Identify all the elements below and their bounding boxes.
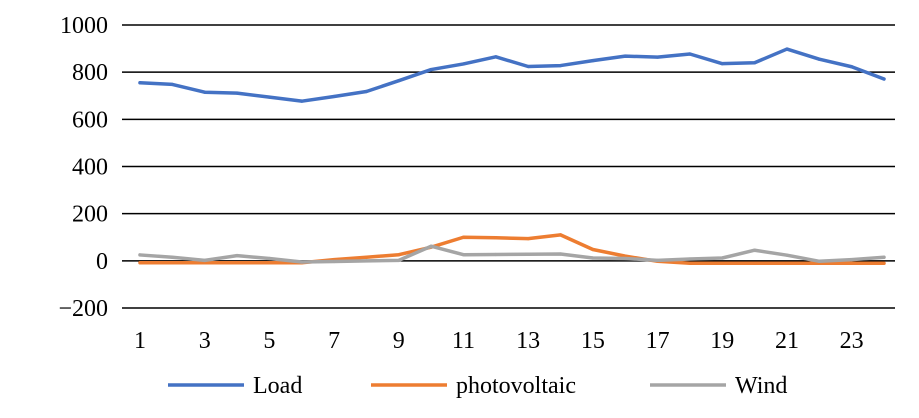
x-tick-label: 11 (452, 328, 475, 354)
y-axis-ticks: 1000 800 600 400 200 0 −200 (58, 13, 108, 322)
x-tick-label: 19 (710, 328, 734, 354)
data-point (397, 258, 401, 262)
data-point (720, 62, 724, 66)
data-point (623, 256, 627, 261)
data-point (591, 59, 595, 63)
data-point (526, 252, 530, 256)
data-point (688, 52, 692, 56)
data-point (235, 254, 239, 258)
data-point (753, 61, 757, 65)
data-point (623, 54, 627, 58)
x-tick-label: 23 (840, 328, 864, 354)
y-tick-label: −200 (58, 296, 108, 322)
y-tick-label: 200 (72, 202, 108, 228)
x-tick-label: 15 (581, 328, 605, 354)
y-tick-label: 1000 (60, 13, 108, 39)
data-point (300, 260, 304, 264)
data-point (364, 255, 369, 259)
x-tick-label: 9 (393, 328, 405, 354)
data-point (817, 57, 821, 61)
data-point (267, 95, 271, 99)
data-point (526, 237, 530, 241)
legend-label: Wind (735, 373, 787, 399)
data-point (688, 261, 692, 265)
data-point (494, 55, 498, 59)
data-point (882, 261, 886, 265)
data-point (429, 244, 433, 248)
data-point (785, 261, 789, 265)
series-line-load (138, 47, 886, 103)
data-point (364, 89, 369, 94)
data-point (753, 248, 757, 252)
data-point (300, 99, 304, 103)
data-point (558, 63, 563, 68)
legend-label: Load (253, 373, 302, 399)
data-point (138, 253, 142, 257)
data-point (785, 253, 789, 257)
data-point (364, 259, 369, 263)
series-line-photovoltaic (138, 233, 886, 265)
x-tick-label: 3 (199, 328, 211, 354)
y-tick-label: 600 (72, 107, 108, 133)
data-point (882, 255, 886, 259)
x-tick-label: 1 (134, 328, 146, 354)
series-line-wind (138, 244, 886, 264)
data-point (203, 258, 207, 262)
data-point (850, 65, 854, 69)
x-tick-label: 7 (328, 328, 340, 354)
data-point (591, 247, 595, 252)
data-point (267, 256, 271, 261)
data-point (461, 253, 466, 257)
data-point (785, 47, 789, 51)
data-point (688, 257, 692, 261)
data-point (494, 236, 498, 240)
data-point (170, 82, 174, 87)
data-point (397, 79, 401, 83)
data-point (267, 261, 271, 265)
data-point (753, 261, 757, 265)
x-tick-label: 17 (646, 328, 670, 354)
data-point (494, 252, 498, 257)
data-point (655, 258, 660, 262)
series-wind (138, 244, 886, 264)
data-point (850, 258, 854, 262)
y-tick-label: 0 (96, 249, 108, 275)
series-photovoltaic (138, 233, 886, 265)
data-point (170, 261, 174, 265)
data-point (817, 259, 821, 263)
data-point (558, 252, 563, 256)
data-point (332, 94, 336, 99)
x-tick-label: 5 (263, 328, 275, 354)
series-lines (138, 47, 886, 265)
series-load (138, 47, 886, 103)
data-point (850, 261, 854, 265)
data-point (235, 91, 239, 95)
data-point (461, 235, 466, 239)
x-tick-label: 13 (516, 328, 540, 354)
data-point (720, 256, 724, 260)
data-point (558, 233, 563, 237)
legend: Load photovoltaic Wind (168, 373, 787, 399)
data-point (429, 67, 433, 72)
data-point (203, 90, 207, 94)
legend-label: photovoltaic (456, 373, 576, 399)
data-point (332, 259, 336, 264)
x-tick-label: 21 (775, 328, 799, 354)
data-point (720, 261, 724, 265)
data-point (397, 253, 401, 257)
data-point (882, 77, 886, 81)
y-tick-label: 800 (72, 60, 108, 86)
data-point (655, 55, 660, 59)
y-tick-label: 400 (72, 155, 108, 181)
data-point (235, 261, 239, 265)
gridlines (122, 24, 895, 309)
x-axis-ticks: 1 3 5 7 9 11 13 15 17 19 21 23 (134, 328, 864, 354)
data-point (170, 255, 174, 259)
data-point (138, 81, 142, 85)
data-point (591, 256, 595, 260)
data-point (526, 64, 530, 69)
data-point (461, 62, 466, 66)
data-point (138, 261, 142, 265)
